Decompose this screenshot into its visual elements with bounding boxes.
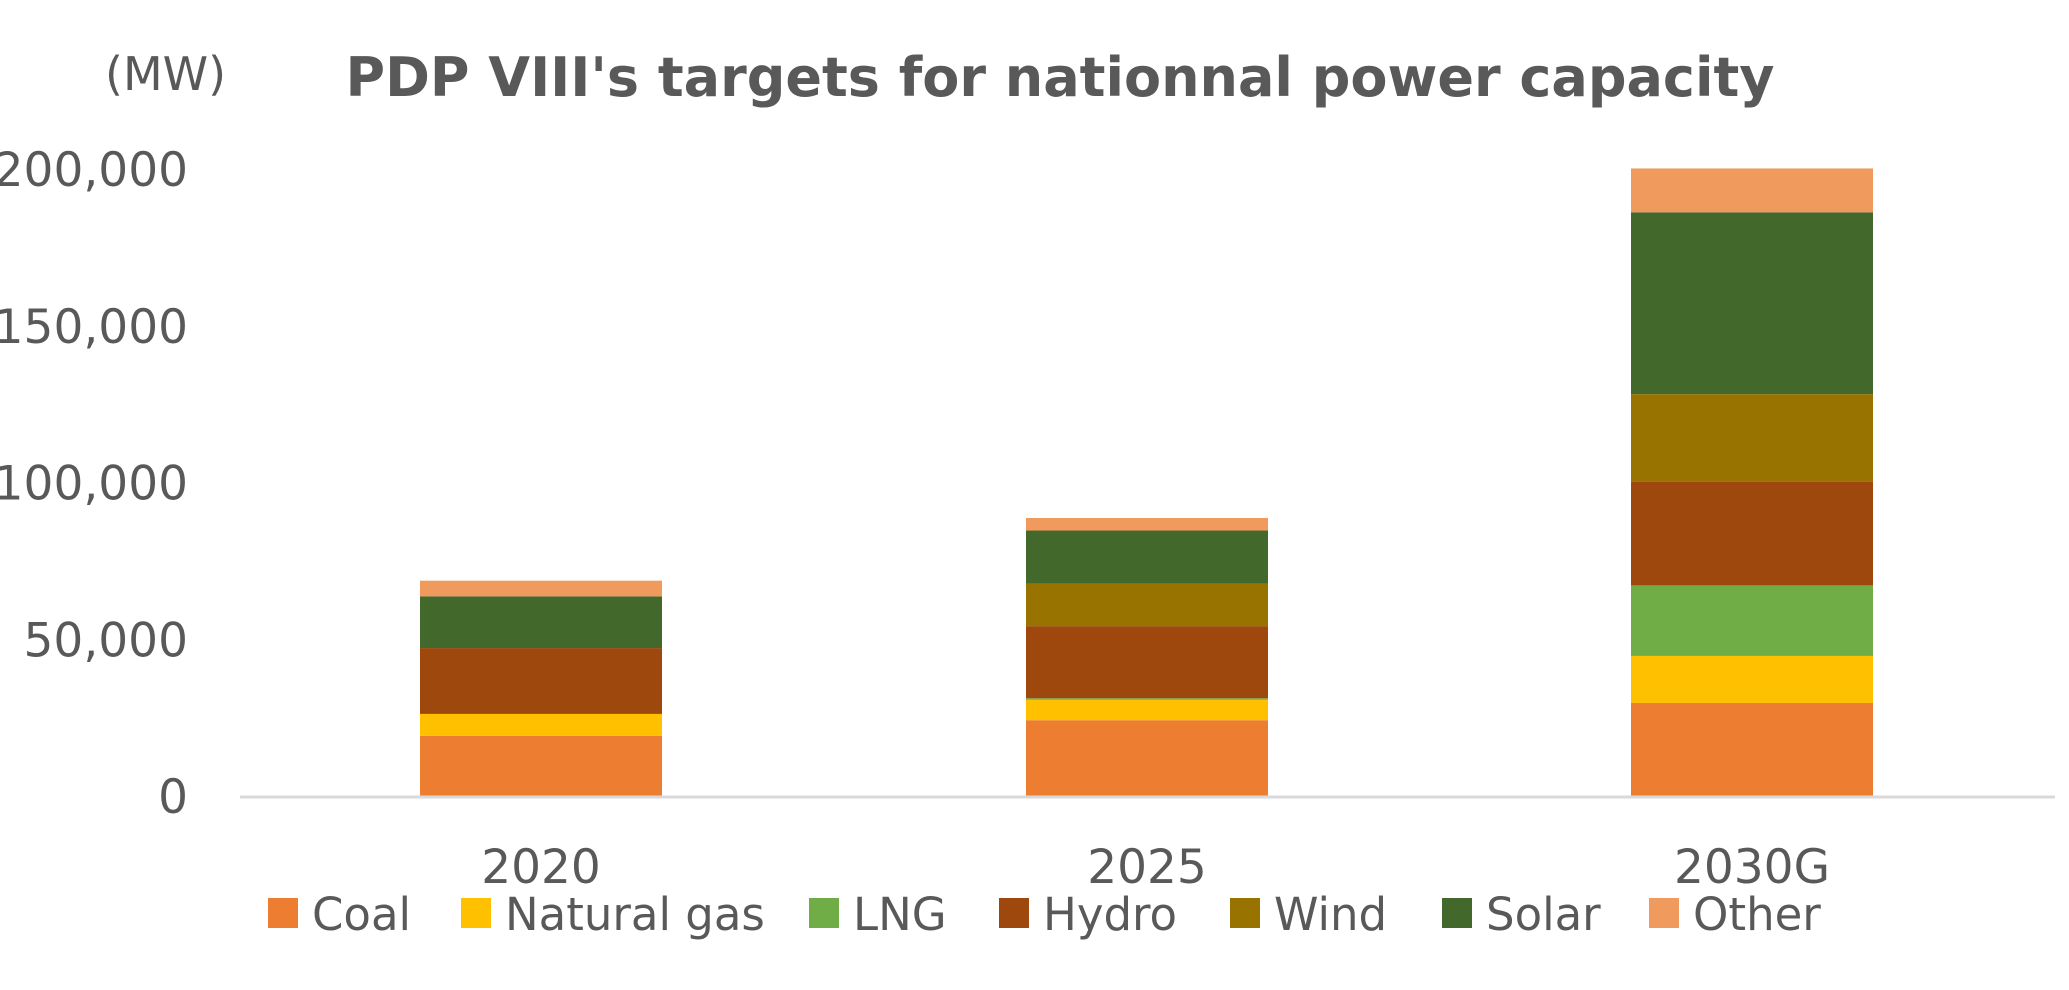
legend-swatch-lng <box>809 898 839 928</box>
legend-swatch-wind <box>1230 898 1260 928</box>
bar-segment-solar-2030g <box>1631 212 1873 395</box>
bar-segment-natural-gas-2025 <box>1026 699 1268 721</box>
y-tick-label: 100,000 <box>0 457 188 512</box>
y-axis-ticks: 0 50,000 100,000 150,000 200,000 <box>0 143 188 825</box>
bar-segment-other-2025 <box>1026 517 1268 531</box>
bar-segment-coal-2030g <box>1631 702 1873 797</box>
legend-label-hydro: Hydro <box>1043 888 1177 941</box>
bar-segment-wind-2025 <box>1026 583 1268 627</box>
y-tick-label: 0 <box>158 770 188 825</box>
bar-segment-other-2030g <box>1631 168 1873 213</box>
legend-label-lng: LNG <box>853 888 947 941</box>
x-tick-label: 2030G <box>1674 840 1830 895</box>
bar-segment-hydro-2030g <box>1631 481 1873 586</box>
bar-segment-coal-2020 <box>420 735 662 797</box>
x-tick-label: 2025 <box>1087 840 1207 895</box>
legend: Coal Natural gas LNG Hydro Wind Solar Other <box>268 888 1821 941</box>
chart-title: PDP VIII's targets for nationnal power c… <box>346 46 1775 109</box>
bar-segment-coal-2025 <box>1026 720 1268 797</box>
bar-segment-other-2020 <box>420 580 662 597</box>
legend-swatch-other <box>1649 898 1679 928</box>
bars-group <box>420 168 1873 797</box>
x-tick-label: 2020 <box>481 840 601 895</box>
y-tick-label: 150,000 <box>0 300 188 355</box>
y-axis-unit-label: (MW) <box>105 47 226 101</box>
bar-segment-natural-gas-2030g <box>1631 655 1873 703</box>
legend-label-natural-gas: Natural gas <box>505 888 765 941</box>
y-tick-label: 200,000 <box>0 143 188 198</box>
bar-segment-solar-2025 <box>1026 530 1268 584</box>
legend-swatch-coal <box>268 898 298 928</box>
bar-segment-solar-2020 <box>420 596 662 649</box>
legend-swatch-natural-gas <box>461 898 491 928</box>
legend-label-solar: Solar <box>1486 888 1601 941</box>
legend-swatch-hydro <box>999 898 1029 928</box>
bar-segment-wind-2030g <box>1631 394 1873 482</box>
y-tick-label: 50,000 <box>24 613 188 668</box>
legend-label-wind: Wind <box>1274 888 1387 941</box>
legend-label-coal: Coal <box>312 888 411 941</box>
x-axis-ticks: 2020 2025 2030G <box>481 840 1830 895</box>
bar-segment-hydro-2025 <box>1026 626 1268 699</box>
bar-segment-natural-gas-2020 <box>420 713 662 736</box>
bar-segment-lng-2025 <box>1026 698 1268 700</box>
legend-swatch-solar <box>1442 898 1472 928</box>
bar-segment-hydro-2020 <box>420 648 662 714</box>
bar-segment-lng-2030g <box>1631 585 1873 656</box>
legend-label-other: Other <box>1693 888 1821 941</box>
